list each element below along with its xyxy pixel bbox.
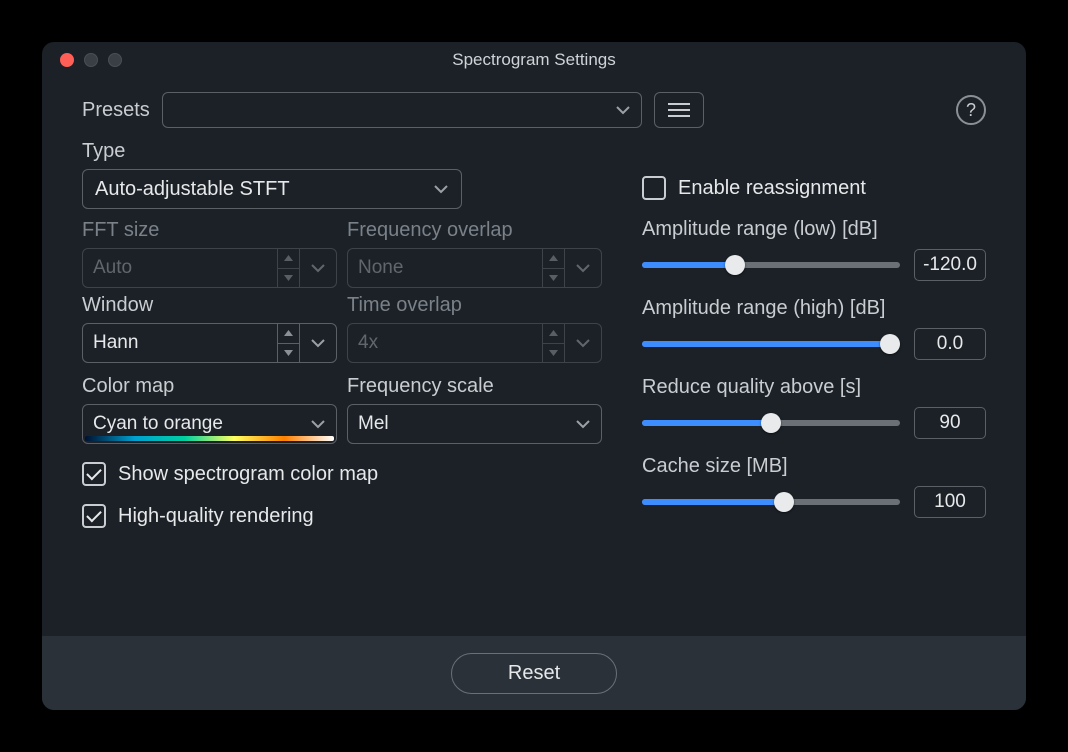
params-grid-2: Color map Frequency scale Cyan to orange…: [82, 375, 602, 444]
traffic-lights: [42, 53, 122, 67]
freq-overlap-input: None: [347, 248, 602, 288]
params-grid-1: FFT size Frequency overlap Auto None: [82, 219, 602, 363]
arrow-up-icon: [549, 330, 558, 336]
fft-size-label: FFT size: [82, 219, 337, 242]
freq-scale-label: Frequency scale: [347, 375, 602, 398]
chevron-down-icon: [310, 419, 326, 429]
amp-high-slider[interactable]: [642, 334, 900, 354]
freq-scale-value: Mel: [358, 413, 389, 435]
show-colormap-label: Show spectrogram color map: [118, 463, 378, 486]
chevron-down-icon: [310, 263, 326, 273]
titlebar: Spectrogram Settings: [42, 42, 1026, 78]
window-input[interactable]: Hann: [82, 323, 337, 363]
window-dropdown[interactable]: [300, 324, 336, 362]
window-label: Window: [82, 294, 337, 317]
color-map-label: Color map: [82, 375, 337, 398]
reduce-quality-value[interactable]: 90: [914, 407, 986, 439]
help-icon: ?: [966, 100, 976, 121]
presets-select[interactable]: [162, 92, 642, 128]
arrow-down-icon: [549, 350, 558, 356]
columns: Type Auto-adjustable STFT FFT size Frequ…: [82, 140, 986, 636]
arrow-up-icon: [284, 330, 293, 336]
fft-size-value: Auto: [83, 249, 278, 287]
help-button[interactable]: ?: [956, 95, 986, 125]
amp-low-group: Amplitude range (low) [dB] -120.0: [642, 218, 986, 281]
time-overlap-input: 4x: [347, 323, 602, 363]
reset-button[interactable]: Reset: [451, 653, 617, 694]
chevron-down-icon: [615, 105, 631, 115]
arrow-down-icon: [284, 275, 293, 281]
type-select[interactable]: Auto-adjustable STFT: [82, 169, 462, 209]
hamburger-icon: [668, 103, 690, 117]
type-label: Type: [82, 140, 602, 163]
amp-high-value[interactable]: 0.0: [914, 328, 986, 360]
arrow-up-icon: [284, 255, 293, 261]
arrow-up-icon: [549, 255, 558, 261]
color-map-value: Cyan to orange: [93, 413, 223, 435]
freq-overlap-label: Frequency overlap: [347, 219, 602, 242]
freq-overlap-spinner: [543, 249, 565, 287]
cache-size-value[interactable]: 100: [914, 486, 986, 518]
hq-rendering-checkbox[interactable]: [82, 504, 106, 528]
chevron-down-icon: [310, 338, 326, 348]
right-column: Enable reassignment Amplitude range (low…: [642, 140, 986, 636]
freq-scale-select[interactable]: Mel: [347, 404, 602, 444]
settings-window: Spectrogram Settings Presets ? Type Auto…: [42, 42, 1026, 710]
chevron-down-icon: [575, 263, 591, 273]
chevron-down-icon: [433, 184, 449, 194]
cache-size-group: Cache size [MB] 100: [642, 455, 986, 518]
reduce-quality-label: Reduce quality above [s]: [642, 376, 986, 399]
window-title: Spectrogram Settings: [42, 50, 1026, 70]
amp-high-group: Amplitude range (high) [dB] 0.0: [642, 297, 986, 360]
presets-menu-button[interactable]: [654, 92, 704, 128]
window-value: Hann: [83, 324, 278, 362]
show-colormap-checkbox[interactable]: [82, 462, 106, 486]
window-spinner[interactable]: [278, 324, 300, 362]
cache-size-slider[interactable]: [642, 492, 900, 512]
presets-label: Presets: [82, 99, 150, 122]
presets-row: Presets ?: [82, 92, 986, 128]
type-value: Auto-adjustable STFT: [95, 178, 290, 201]
arrow-down-icon: [284, 350, 293, 356]
show-colormap-row: Show spectrogram color map: [82, 462, 602, 486]
enable-reassignment-label: Enable reassignment: [678, 177, 866, 200]
reduce-quality-slider[interactable]: [642, 413, 900, 433]
enable-reassignment-checkbox[interactable]: [642, 176, 666, 200]
reduce-quality-group: Reduce quality above [s] 90: [642, 376, 986, 439]
fft-size-dropdown: [300, 249, 336, 287]
arrow-down-icon: [549, 275, 558, 281]
time-overlap-dropdown: [565, 324, 601, 362]
time-overlap-value: 4x: [348, 324, 543, 362]
left-column: Type Auto-adjustable STFT FFT size Frequ…: [82, 140, 602, 636]
color-map-select[interactable]: Cyan to orange: [82, 404, 337, 444]
fft-size-spinner: [278, 249, 300, 287]
freq-overlap-value: None: [348, 249, 543, 287]
footer: Reset: [42, 636, 1026, 710]
hq-rendering-row: High-quality rendering: [82, 504, 602, 528]
freq-overlap-dropdown: [565, 249, 601, 287]
color-map-gradient: [85, 436, 334, 441]
amp-low-label: Amplitude range (low) [dB]: [642, 218, 986, 241]
amp-high-label: Amplitude range (high) [dB]: [642, 297, 986, 320]
maximize-icon[interactable]: [108, 53, 122, 67]
amp-low-value[interactable]: -120.0: [914, 249, 986, 281]
dialog-body: Presets ? Type Auto-adjustable STFT FFT …: [42, 78, 1026, 636]
cache-size-label: Cache size [MB]: [642, 455, 986, 478]
chevron-down-icon: [575, 338, 591, 348]
enable-reassignment-row: Enable reassignment: [642, 176, 986, 200]
chevron-down-icon: [575, 419, 591, 429]
time-overlap-spinner: [543, 324, 565, 362]
amp-low-slider[interactable]: [642, 255, 900, 275]
time-overlap-label: Time overlap: [347, 294, 602, 317]
fft-size-input: Auto: [82, 248, 337, 288]
hq-rendering-label: High-quality rendering: [118, 505, 314, 528]
close-icon[interactable]: [60, 53, 74, 67]
minimize-icon[interactable]: [84, 53, 98, 67]
